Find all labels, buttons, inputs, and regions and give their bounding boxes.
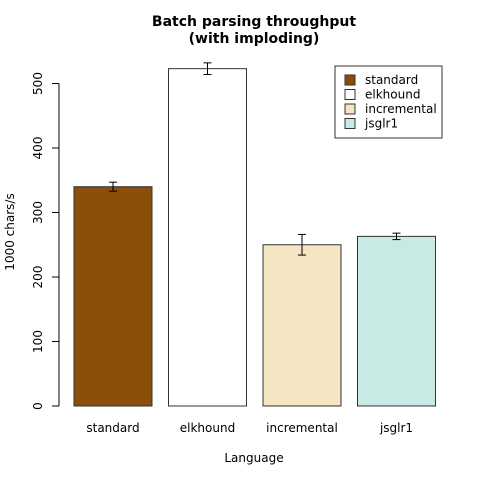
y-tick-label: 200 bbox=[31, 266, 45, 289]
y-tick-label: 300 bbox=[31, 201, 45, 224]
legend-swatch bbox=[344, 118, 356, 129]
error-bar-jsglr1 bbox=[392, 232, 401, 241]
legend-swatch bbox=[344, 74, 356, 86]
error-bar-group bbox=[109, 62, 401, 256]
x-tick-label: incremental bbox=[266, 421, 338, 435]
bar-jsglr1 bbox=[357, 235, 436, 407]
x-tick-labels: standard elkhound incremental jsglr1 bbox=[86, 421, 413, 435]
bar-standard bbox=[73, 186, 153, 407]
x-tick-label: elkhound bbox=[180, 421, 235, 435]
error-bar-standard bbox=[109, 181, 117, 192]
y-axis: 0 100 200 300 400 500 bbox=[31, 72, 60, 410]
legend-swatch bbox=[344, 103, 356, 115]
chart-title: Batch parsing throughput (with imploding… bbox=[152, 14, 356, 47]
bar-group bbox=[73, 68, 436, 407]
x-tick-label: standard bbox=[86, 421, 139, 435]
legend-label: elkhound bbox=[365, 88, 420, 102]
y-tick-label: 100 bbox=[31, 330, 45, 353]
bar-elkhound bbox=[168, 68, 247, 407]
chart-title-line-1: Batch parsing throughput bbox=[152, 14, 356, 30]
legend-label: incremental bbox=[365, 102, 437, 116]
bar-incremental bbox=[262, 244, 342, 407]
error-bar-elkhound bbox=[203, 62, 212, 75]
legend-item: incremental bbox=[344, 102, 437, 116]
legend-item: elkhound bbox=[344, 88, 420, 102]
legend-item: jsglr1 bbox=[344, 117, 398, 131]
chart-title-line-2: (with imploding) bbox=[189, 31, 320, 47]
y-tick-label: 500 bbox=[31, 72, 45, 95]
error-bar-incremental bbox=[298, 233, 306, 256]
y-axis-label: 1000 chars/s bbox=[3, 193, 17, 270]
legend-item: standard bbox=[344, 73, 418, 87]
y-tick-label: 0 bbox=[31, 402, 45, 410]
legend-label: jsglr1 bbox=[364, 117, 398, 131]
legend-label: standard bbox=[365, 73, 418, 87]
y-tick-label: 400 bbox=[31, 137, 45, 160]
x-tick-label: jsglr1 bbox=[379, 421, 413, 435]
x-axis-label: Language bbox=[224, 451, 283, 465]
legend-swatch bbox=[344, 89, 356, 100]
